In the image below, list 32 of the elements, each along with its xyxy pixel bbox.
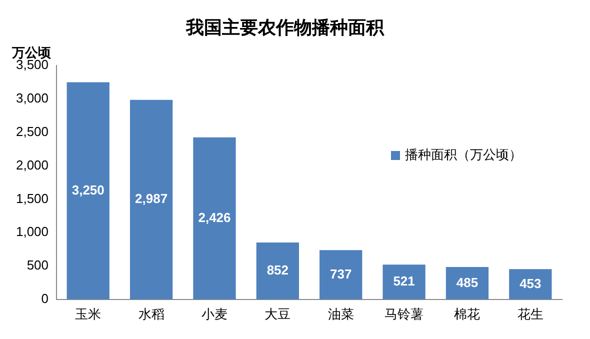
chart-title: 我国主要农作物播种面积 bbox=[185, 17, 385, 38]
x-tick-label: 油菜 bbox=[328, 308, 354, 323]
x-tick-label: 马铃薯 bbox=[384, 308, 424, 323]
x-tick-label: 玉米 bbox=[75, 308, 102, 323]
data-label: 485 bbox=[456, 274, 478, 290]
x-tick-label: 水稻 bbox=[138, 308, 164, 323]
bar bbox=[382, 264, 426, 300]
data-label: 3,250 bbox=[72, 182, 104, 198]
data-label: 521 bbox=[393, 274, 415, 289]
legend-label: 播种面积（万公顷） bbox=[405, 147, 522, 164]
y-tick-label: 2,500 bbox=[16, 124, 49, 139]
bar bbox=[130, 100, 173, 300]
y-tick-label: 1,500 bbox=[16, 190, 49, 206]
y-tick-label: 500 bbox=[26, 258, 49, 273]
y-tick-label: 1,000 bbox=[16, 224, 49, 240]
data-label: 852 bbox=[266, 262, 289, 278]
x-tick-label: 花生 bbox=[517, 308, 544, 323]
y-tick-label: 2,000 bbox=[16, 157, 49, 172]
bar bbox=[320, 250, 362, 300]
data-label: 2,426 bbox=[198, 210, 231, 225]
y-tick-label: 0 bbox=[41, 290, 49, 306]
data-label: 737 bbox=[330, 266, 352, 282]
y-tick-label: 3,000 bbox=[16, 90, 49, 106]
bar bbox=[193, 137, 236, 300]
y-axis-title: 万公顷 bbox=[12, 45, 51, 61]
data-label: 453 bbox=[520, 276, 542, 291]
x-tick-label: 大豆 bbox=[264, 308, 291, 323]
bar bbox=[256, 242, 299, 300]
bar bbox=[66, 82, 110, 300]
x-tick-label: 小麦 bbox=[201, 308, 228, 323]
x-tick-label: 棉花 bbox=[454, 308, 480, 323]
data-label: 2,987 bbox=[135, 191, 168, 206]
